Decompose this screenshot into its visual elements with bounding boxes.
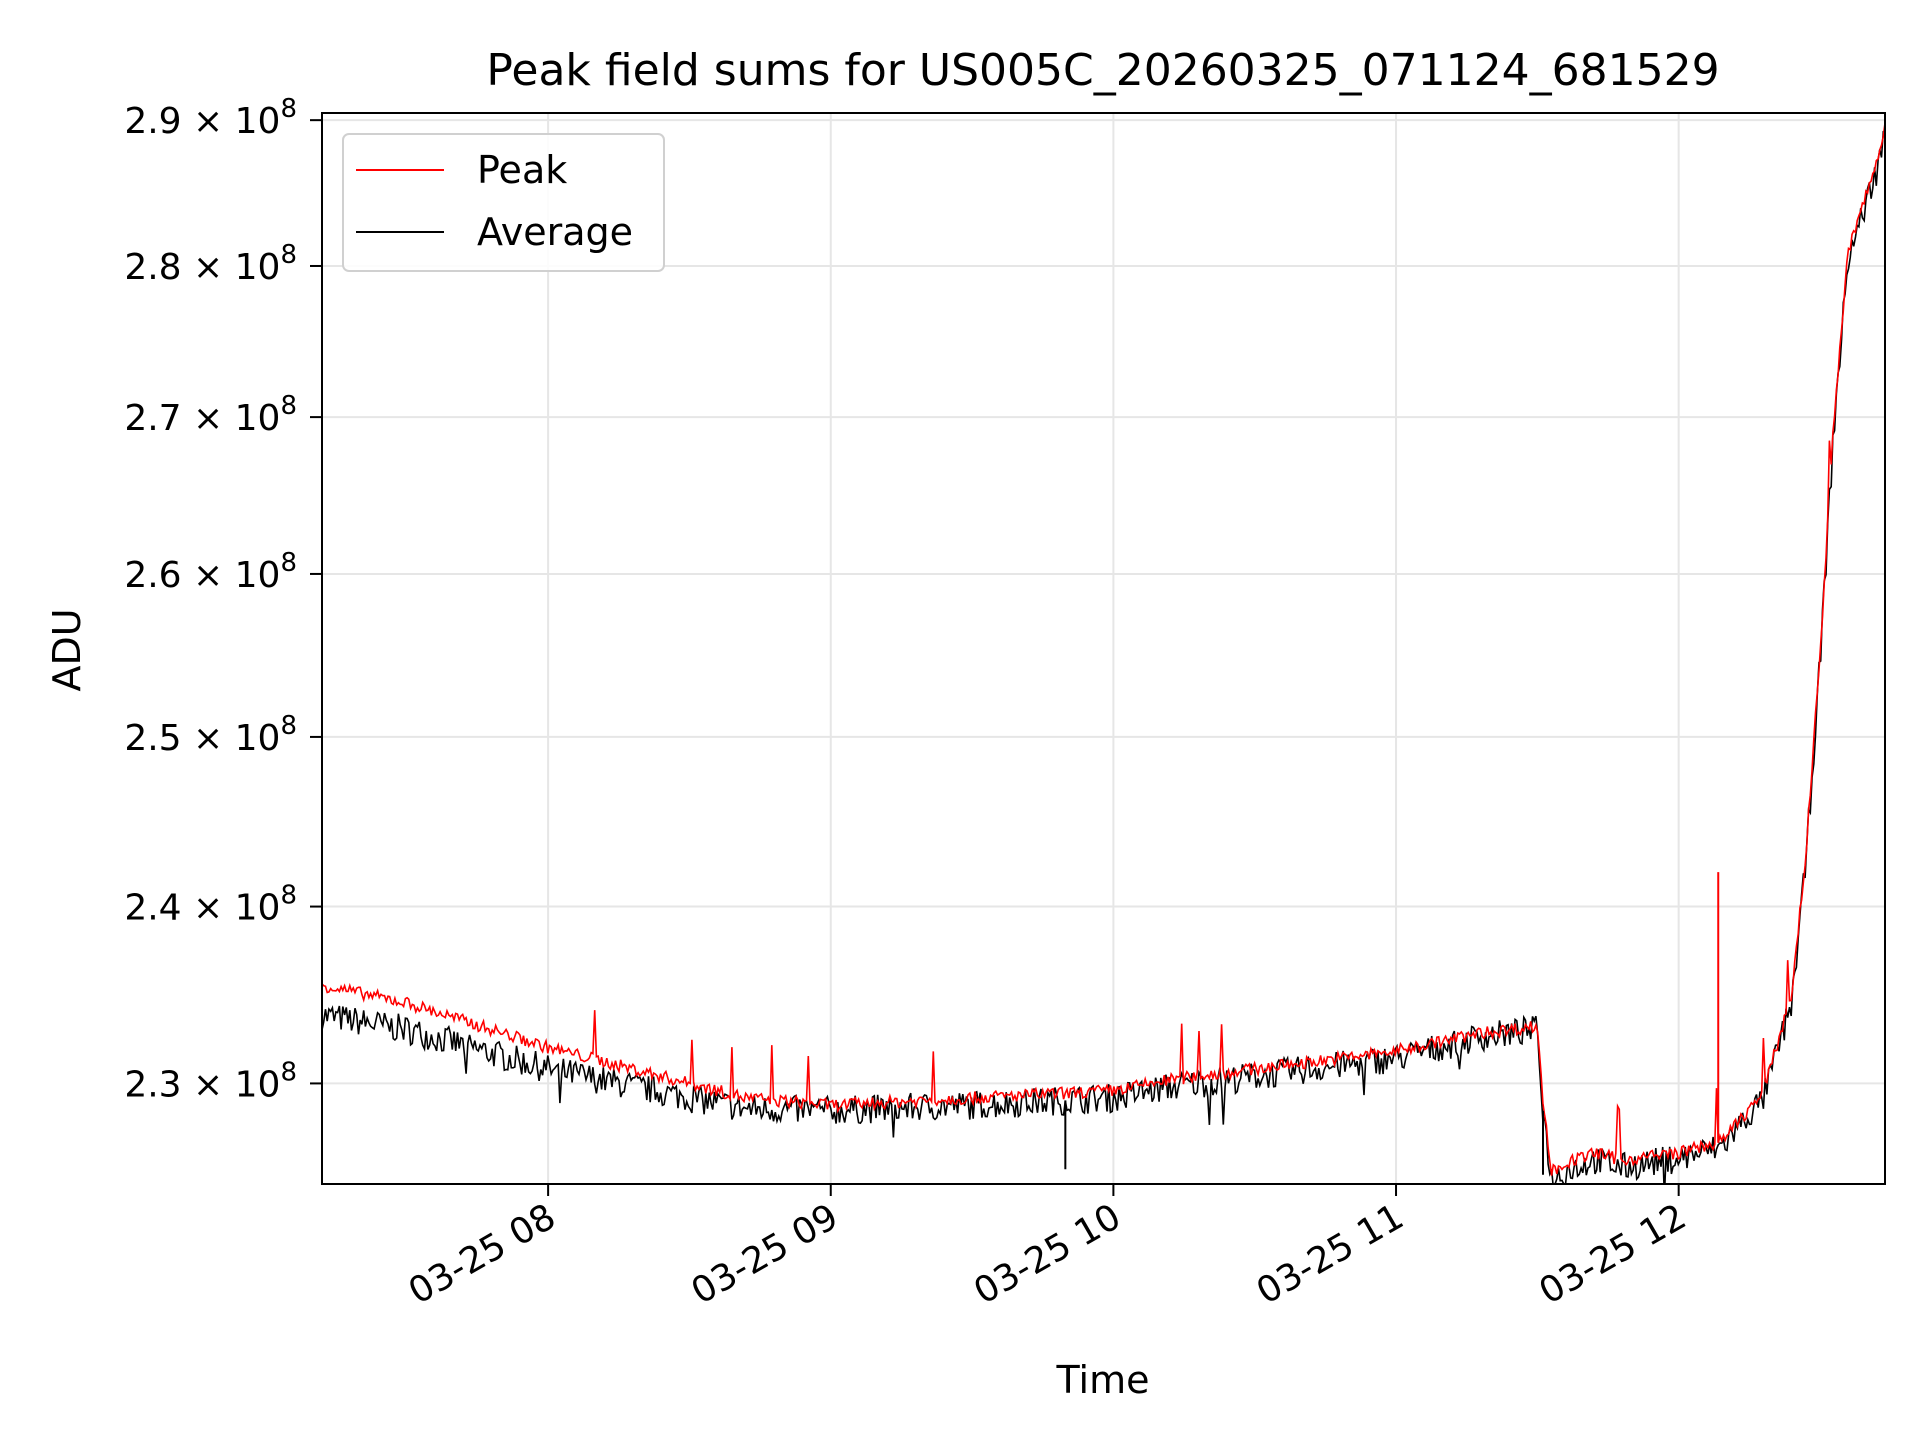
legend-label-average: Average	[477, 210, 633, 254]
series-line-average	[322, 130, 1885, 1184]
legend-box	[342, 133, 665, 272]
series-line-peak	[322, 122, 1885, 1176]
y-tick-label-6: 2.9 × 108	[124, 94, 297, 142]
y-axis: 2.3 × 108 2.4 × 108 2.5 × 108 2.6 × 108 2.7 …	[124, 94, 322, 1105]
chart-title: Peak field sums for US005C_20260325_0711…	[486, 45, 1719, 96]
y-axis-label: ADU	[45, 608, 89, 691]
y-tick-label-3: 2.6 × 108	[124, 548, 297, 596]
plot-area	[322, 122, 1885, 1184]
y-tick-label-0: 2.3 × 108	[124, 1057, 297, 1105]
x-axis-label: Time	[1056, 1358, 1150, 1402]
y-tick-label-4: 2.7 × 108	[124, 391, 297, 439]
y-tick-label-1: 2.4 × 108	[124, 881, 297, 929]
axes-frame	[321, 112, 1886, 1185]
grid	[322, 113, 1885, 1184]
legend-label-peak: Peak	[477, 148, 567, 192]
y-tick-label-5: 2.8 × 108	[124, 240, 297, 288]
legend: Peak Average	[342, 133, 665, 272]
y-tick-label-2: 2.5 × 108	[124, 711, 297, 759]
